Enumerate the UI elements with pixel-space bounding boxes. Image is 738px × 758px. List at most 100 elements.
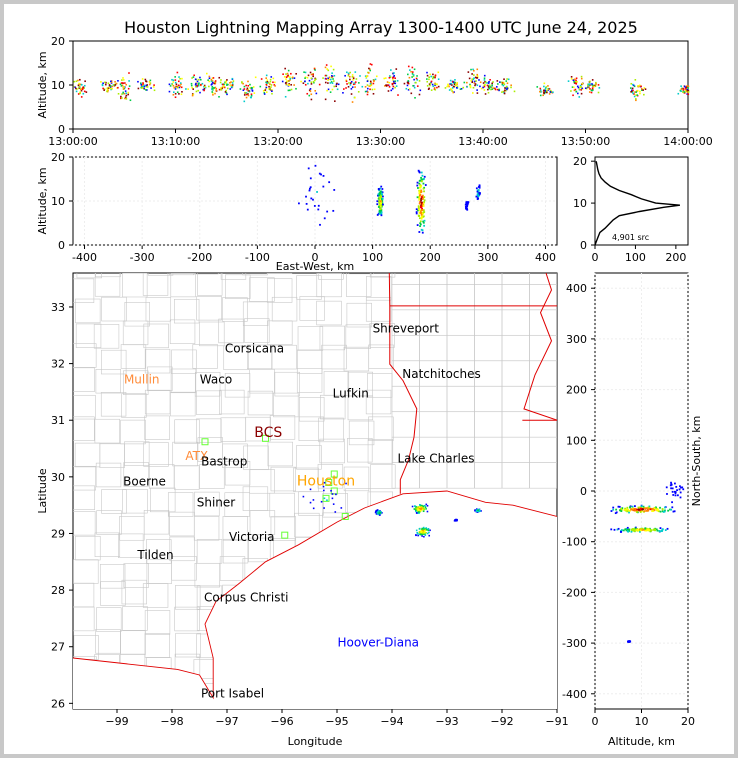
source-point	[637, 85, 639, 87]
source-point	[269, 80, 272, 83]
county-outline	[144, 389, 171, 415]
source-point	[84, 80, 86, 83]
source-point	[629, 87, 632, 89]
source-point	[374, 78, 377, 81]
source-point	[380, 214, 383, 217]
x-tick-label: 200	[420, 251, 441, 264]
source-point	[202, 88, 205, 91]
source-point	[471, 92, 474, 94]
source-point	[193, 74, 195, 77]
source-point	[682, 91, 684, 93]
county-outline	[316, 273, 342, 298]
source-point	[199, 91, 201, 94]
source-point	[122, 88, 125, 90]
source-point	[423, 530, 426, 532]
source-point	[665, 486, 668, 489]
x-tick-label: 20	[681, 715, 695, 728]
source-point	[246, 87, 249, 90]
source-point	[477, 195, 480, 198]
source-point	[670, 487, 673, 490]
source-point	[572, 86, 575, 89]
source-point	[503, 91, 505, 94]
county-outline	[175, 632, 201, 658]
county-outline	[75, 323, 102, 349]
source-point	[328, 76, 331, 79]
source-point	[108, 84, 111, 86]
source-point	[421, 211, 424, 214]
source-point	[428, 534, 431, 537]
source-point	[265, 74, 268, 77]
source-point	[332, 68, 335, 71]
source-point	[176, 85, 178, 88]
source-point	[444, 87, 447, 89]
x-axis-label: Longitude	[288, 735, 343, 748]
source-point	[419, 179, 422, 182]
source-point	[423, 507, 425, 510]
county-outline	[174, 606, 200, 632]
source-point	[149, 83, 151, 86]
source-point	[381, 512, 383, 514]
source-point	[302, 495, 305, 498]
county-outline	[123, 462, 149, 487]
source-point	[588, 84, 590, 87]
source-point	[370, 63, 373, 66]
source-point	[421, 197, 424, 199]
source-point	[416, 506, 419, 509]
source-point	[145, 85, 148, 88]
source-point	[177, 84, 180, 87]
source-point	[313, 68, 316, 70]
source-point	[416, 196, 419, 199]
source-point	[430, 75, 432, 78]
source-point	[332, 80, 335, 82]
source-point	[388, 75, 391, 77]
source-point	[120, 82, 123, 84]
source-point	[198, 78, 200, 81]
source-point	[420, 228, 423, 231]
county-outline	[122, 606, 148, 631]
source-point	[368, 67, 370, 70]
source-point	[659, 530, 661, 533]
city-label: Corsicana	[225, 341, 284, 355]
source-point	[231, 77, 234, 80]
source-point	[486, 82, 488, 84]
source-point	[411, 71, 414, 73]
source-point	[450, 88, 453, 91]
source-point	[211, 81, 214, 84]
source-point	[316, 191, 318, 193]
source-point	[230, 85, 233, 88]
source-point	[546, 91, 548, 94]
y-tick-label: 0	[580, 239, 587, 252]
source-point	[172, 85, 175, 87]
source-point	[117, 86, 119, 89]
county-outline	[169, 319, 196, 344]
source-point	[333, 85, 336, 88]
source-point	[484, 84, 486, 86]
source-point	[195, 82, 197, 85]
source-point	[622, 529, 625, 532]
source-point	[203, 87, 206, 90]
source-point	[377, 188, 380, 190]
east-west-panel: -400 -300 -200 -100 0 100 200 300 40001020East-W…	[36, 151, 558, 273]
source-point	[308, 187, 311, 190]
source-point	[293, 84, 295, 86]
source-point	[590, 89, 593, 91]
source-point	[580, 92, 583, 95]
source-point	[449, 83, 452, 85]
source-point	[380, 209, 383, 212]
source-point	[245, 96, 248, 99]
source-point	[677, 92, 680, 95]
source-point	[140, 83, 142, 86]
source-point	[121, 97, 123, 99]
source-point	[504, 89, 506, 92]
source-point	[241, 81, 243, 83]
source-point	[626, 530, 629, 533]
source-point	[644, 527, 647, 530]
source-point	[312, 75, 314, 78]
y-tick-label: 32	[51, 358, 65, 371]
source-point	[654, 529, 656, 532]
source-point	[580, 86, 583, 88]
source-point	[504, 87, 506, 89]
source-point	[427, 529, 429, 532]
source-point	[614, 512, 617, 515]
